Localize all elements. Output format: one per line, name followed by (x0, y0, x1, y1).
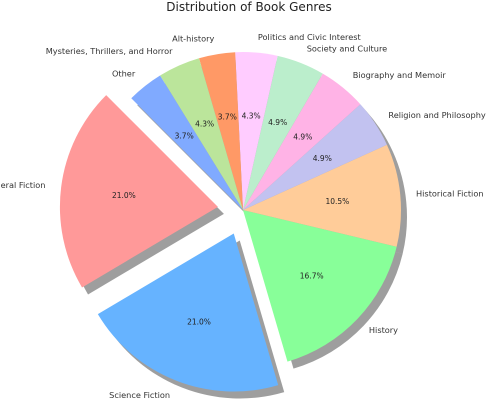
category-label-society-and-culture: Society and Culture (307, 43, 388, 53)
percent-label-mysteries-thrillers-and-horror: 4.3% (195, 119, 214, 128)
pie-slice-general-fiction (59, 95, 218, 288)
category-label-other: Other (112, 69, 136, 79)
percent-label-religion-and-philosophy: 4.9% (313, 154, 332, 163)
percent-label-other: 3.7% (175, 132, 194, 141)
pie-slice-alt-history (199, 52, 243, 210)
percent-label-layer: 21.0%21.0%16.7%10.5%4.9%4.9%4.9%4.3%3.7%… (112, 112, 349, 327)
category-label-historical-fiction: Historical Fiction (416, 189, 484, 199)
pie-slice-biography-and-memoir (243, 73, 361, 210)
pie-slice-history (243, 210, 397, 362)
category-label-politics-and-civic-interest: Politics and Civic Interest (258, 32, 362, 42)
category-label-mysteries-thrillers-and-horror: Mysteries, Thrillers, and Horror (46, 46, 173, 56)
percent-label-science-fiction: 21.0% (187, 318, 211, 327)
percent-label-society-and-culture: 4.9% (268, 118, 287, 127)
slice-layer (59, 51, 401, 392)
percent-label-biography-and-memoir: 4.9% (293, 133, 312, 142)
category-label-general-fiction: General Fiction (0, 180, 46, 190)
pie-slice-politics-and-civic-interest (235, 51, 278, 210)
pie-slice-historical-fiction (243, 144, 401, 247)
percent-label-general-fiction: 21.0% (112, 191, 136, 200)
category-label-religion-and-philosophy: Religion and Philosophy (388, 110, 486, 120)
chart-title: Distribution of Book Genres (166, 0, 331, 14)
pie-slice-mysteries-thrillers-and-horror (160, 58, 243, 210)
percent-label-historical-fiction: 10.5% (325, 197, 349, 206)
percent-label-alt-history: 3.7% (218, 113, 237, 122)
category-label-science-fiction: Science Fiction (109, 390, 170, 400)
pie-slice-other (131, 75, 243, 211)
category-label-history: History (369, 325, 398, 335)
pie-slice-science-fiction (97, 233, 279, 392)
percent-label-history: 16.7% (300, 271, 324, 280)
pie-slice-society-and-culture (243, 55, 323, 211)
category-label-layer: General Fiction Science Fiction History His… (0, 32, 486, 400)
percent-label-politics-and-civic-interest: 4.3% (242, 112, 261, 121)
pie-slice-religion-and-philosophy (243, 104, 387, 210)
category-label-biography-and-memoir: Biography and Memoir (353, 70, 447, 80)
category-label-alt-history: Alt-history (172, 34, 214, 44)
